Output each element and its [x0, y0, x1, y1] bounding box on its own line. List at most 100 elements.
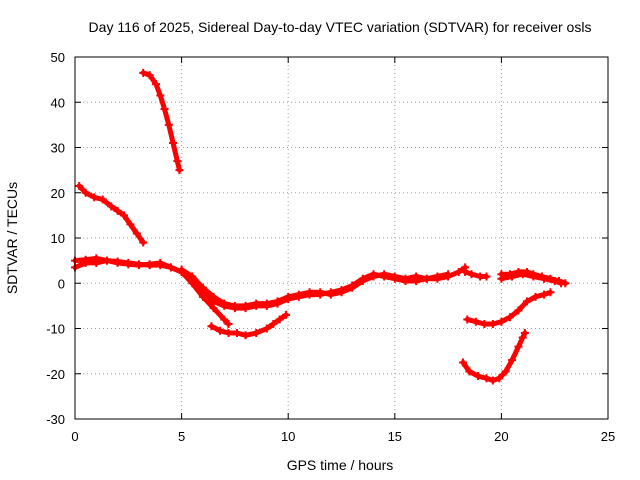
chart-title: Day 116 of 2025, Sidereal Day-to-day VTE…	[89, 19, 592, 35]
data-point	[337, 288, 346, 297]
data-point	[224, 329, 233, 338]
data-point	[75, 181, 84, 190]
data-point	[156, 258, 165, 267]
data-point	[459, 358, 468, 367]
data-point	[518, 270, 527, 279]
data-point	[102, 256, 111, 265]
data-point	[514, 306, 523, 315]
data-point	[120, 211, 129, 220]
data-point	[495, 374, 504, 383]
data-point	[273, 297, 282, 306]
series-line	[72, 258, 231, 327]
data-point	[156, 91, 165, 100]
data-point	[401, 274, 410, 283]
x-axis-title: GPS time / hours	[287, 457, 394, 473]
data-point	[380, 270, 389, 279]
series-arc-i	[497, 270, 566, 288]
data-point	[113, 206, 122, 215]
y-tick-label: 40	[51, 95, 65, 110]
data-point	[173, 157, 182, 166]
data-point	[177, 265, 186, 274]
series-line	[140, 70, 182, 173]
y-tick-label: -10	[46, 322, 65, 337]
data-point	[224, 319, 233, 328]
data-point	[90, 193, 99, 202]
data-point	[134, 261, 143, 270]
data-series	[71, 68, 570, 385]
y-tick-label: 0	[58, 276, 65, 291]
data-point	[514, 342, 523, 351]
series-arc-j	[463, 288, 555, 328]
series-line	[179, 267, 451, 309]
series-line	[76, 183, 146, 245]
data-point	[230, 301, 239, 310]
data-point	[207, 322, 216, 331]
y-tick-label: 20	[51, 186, 65, 201]
series-line	[208, 312, 289, 338]
y-axis-title: SDTVAR / TECUs	[4, 182, 20, 294]
y-tick-label: 30	[51, 141, 65, 156]
data-point	[522, 297, 531, 306]
data-point	[262, 324, 271, 333]
data-point	[188, 279, 197, 288]
data-point	[198, 292, 207, 301]
data-point	[107, 202, 116, 211]
grid-lines	[75, 57, 608, 419]
x-tick-label: 5	[178, 429, 185, 444]
data-point	[520, 329, 529, 338]
series-arc-e	[177, 265, 453, 310]
y-tick-label: -20	[46, 367, 65, 382]
series-arc-k	[459, 329, 529, 385]
data-point	[390, 272, 399, 281]
data-point	[550, 276, 559, 285]
data-point	[326, 290, 335, 299]
data-point	[252, 299, 261, 308]
data-point	[482, 374, 491, 383]
data-point	[465, 367, 474, 376]
data-point	[348, 283, 357, 292]
series-arc-a	[139, 68, 184, 175]
data-point	[145, 260, 154, 269]
data-point	[529, 272, 538, 281]
x-tick-label: 25	[601, 429, 615, 444]
data-point	[473, 372, 482, 381]
data-point	[198, 283, 207, 292]
data-point	[497, 317, 506, 326]
data-point	[482, 272, 491, 281]
data-point	[241, 331, 250, 340]
data-point	[433, 272, 442, 281]
plot-frame	[74, 56, 609, 420]
data-point	[412, 272, 421, 281]
data-point	[269, 319, 278, 328]
data-point	[220, 299, 229, 308]
data-point	[220, 315, 229, 324]
axes: 0 5 10 15 20 25 -30 -20 -10 0 10 20 30 40 50	[46, 50, 615, 444]
data-point	[275, 315, 284, 324]
data-point	[81, 258, 90, 267]
series-arc-d	[71, 256, 233, 328]
data-point	[501, 367, 510, 376]
x-tick-label: 15	[388, 429, 402, 444]
data-point	[461, 267, 470, 276]
data-point	[488, 376, 497, 385]
data-point	[169, 138, 178, 147]
data-point	[132, 229, 141, 238]
data-point	[241, 301, 250, 310]
data-point	[497, 274, 506, 283]
data-point	[540, 274, 549, 283]
data-point	[209, 292, 218, 301]
data-point	[152, 80, 161, 89]
data-point	[209, 304, 218, 313]
data-point	[160, 105, 169, 114]
y-tick-label: 10	[51, 231, 65, 246]
data-point	[531, 292, 540, 301]
data-point	[505, 313, 514, 322]
data-point	[124, 260, 133, 269]
data-point	[282, 310, 291, 319]
data-point	[358, 276, 367, 285]
data-point	[369, 272, 378, 281]
data-point	[488, 319, 497, 328]
data-point	[557, 279, 566, 288]
x-tick-label: 10	[281, 429, 295, 444]
